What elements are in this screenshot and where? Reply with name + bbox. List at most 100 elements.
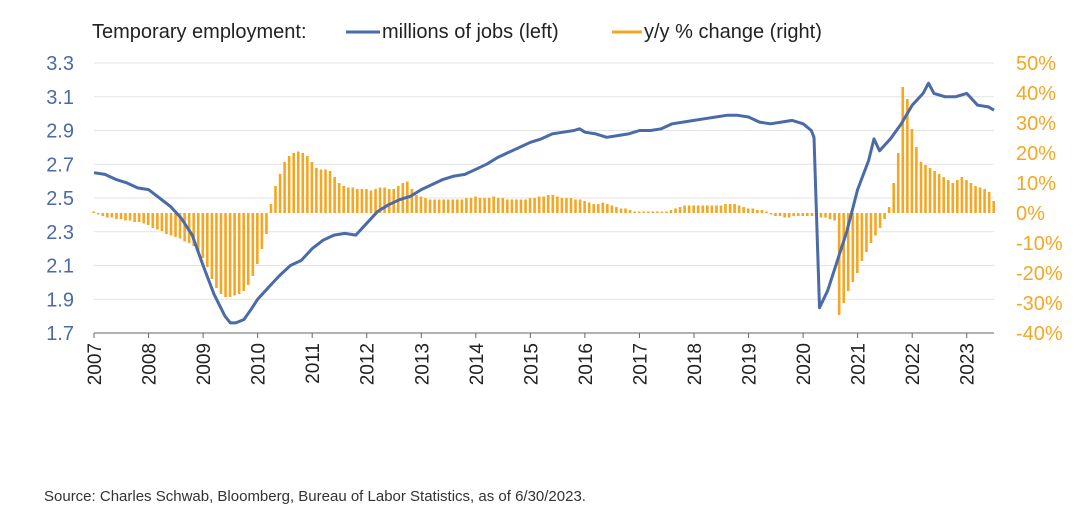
yoy-bar bbox=[774, 213, 777, 216]
yoy-bar bbox=[856, 213, 859, 273]
yoy-bar bbox=[492, 196, 495, 213]
yoy-bar bbox=[992, 201, 995, 213]
yoy-bar bbox=[528, 198, 532, 213]
yoy-bar bbox=[378, 187, 382, 213]
yoy-bar bbox=[533, 198, 536, 213]
yoy-bar bbox=[319, 169, 323, 213]
yoy-bar bbox=[342, 186, 345, 213]
x-tick-label: 2021 bbox=[849, 343, 870, 385]
yoy-bar bbox=[719, 205, 723, 213]
x-tick-label: 2010 bbox=[249, 343, 270, 385]
yoy-change-bars bbox=[92, 87, 995, 315]
yoy-bar bbox=[315, 168, 318, 213]
yoy-bar bbox=[574, 199, 577, 213]
yoy-bar bbox=[806, 213, 809, 216]
yoy-bar bbox=[524, 199, 527, 213]
yoy-bar bbox=[183, 213, 186, 242]
yoy-bar bbox=[624, 208, 627, 213]
yoy-bar bbox=[610, 205, 614, 213]
yoy-bar bbox=[351, 187, 355, 213]
yoy-bar bbox=[960, 177, 964, 213]
yoy-bar bbox=[569, 198, 573, 213]
right-tick-label: 10% bbox=[1016, 173, 1056, 195]
yoy-bar bbox=[937, 174, 941, 213]
right-tick-label: 20% bbox=[1016, 143, 1056, 165]
yoy-bar bbox=[678, 207, 682, 213]
yoy-bar bbox=[510, 199, 514, 213]
yoy-bar bbox=[419, 196, 423, 213]
left-tick-label: 3.1 bbox=[46, 87, 74, 109]
yoy-bar bbox=[956, 180, 959, 213]
yoy-bar bbox=[724, 204, 727, 213]
yoy-bar bbox=[346, 187, 350, 213]
yoy-bar bbox=[846, 213, 850, 291]
x-tick-label: 2015 bbox=[521, 343, 542, 385]
left-tick-label: 2.9 bbox=[46, 121, 74, 143]
legend-bar-label: y/y % change (right) bbox=[644, 21, 822, 43]
yoy-bar bbox=[124, 213, 127, 221]
yoy-bar bbox=[746, 208, 750, 213]
yoy-bar bbox=[410, 189, 414, 213]
yoy-bar bbox=[474, 196, 477, 213]
x-tick-label: 2009 bbox=[194, 343, 215, 385]
yoy-bar bbox=[442, 199, 446, 213]
yoy-bar bbox=[106, 213, 109, 218]
yoy-bar bbox=[246, 213, 250, 285]
yoy-bar bbox=[537, 196, 541, 213]
yoy-bar bbox=[192, 213, 195, 246]
yoy-bar bbox=[478, 198, 482, 213]
yoy-bar bbox=[487, 198, 491, 213]
yoy-bar bbox=[201, 213, 205, 258]
yoy-bar bbox=[901, 87, 905, 213]
yoy-bar bbox=[274, 186, 277, 213]
yoy-bar bbox=[974, 186, 977, 213]
yoy-bar bbox=[219, 213, 223, 294]
x-tick-label: 2013 bbox=[412, 343, 433, 385]
right-tick-label: -40% bbox=[1016, 323, 1063, 345]
right-tick-label: 40% bbox=[1016, 83, 1056, 105]
yoy-bar bbox=[924, 165, 927, 213]
yoy-bar bbox=[606, 204, 609, 213]
yoy-bar bbox=[919, 162, 923, 213]
yoy-bar bbox=[601, 202, 605, 213]
yoy-bar bbox=[460, 199, 464, 213]
yoy-bar bbox=[842, 213, 845, 303]
yoy-bar bbox=[96, 213, 100, 215]
yoy-bar bbox=[437, 199, 441, 213]
yoy-bar bbox=[769, 213, 773, 215]
yoy-bar bbox=[251, 213, 255, 276]
left-axis-ticks: 3.3 3.1 2.9 2.7 2.5 2.3 2.1 1.9 1.7 bbox=[46, 53, 74, 345]
x-tick-label: 2014 bbox=[467, 343, 488, 386]
yoy-bar bbox=[301, 153, 305, 213]
right-tick-label: -10% bbox=[1016, 233, 1063, 255]
yoy-bar bbox=[837, 213, 841, 315]
yoy-bar bbox=[178, 213, 182, 239]
yoy-bar bbox=[501, 198, 505, 213]
yoy-bar bbox=[210, 213, 214, 279]
yoy-bar bbox=[415, 195, 418, 213]
yoy-bar bbox=[642, 211, 645, 213]
yoy-bar bbox=[337, 183, 341, 213]
yoy-bar bbox=[665, 211, 668, 213]
yoy-bar bbox=[483, 198, 486, 213]
yoy-bar bbox=[115, 213, 118, 219]
yoy-bar bbox=[365, 189, 368, 213]
millions-of-jobs-line bbox=[93, 81, 995, 325]
yoy-bar bbox=[778, 213, 782, 216]
left-tick-label: 1.9 bbox=[46, 289, 74, 311]
yoy-bar bbox=[233, 213, 236, 296]
yoy-bar bbox=[387, 189, 391, 213]
yoy-bar bbox=[256, 213, 259, 264]
yoy-bar bbox=[592, 204, 596, 213]
yoy-bar bbox=[206, 213, 209, 267]
yoy-bar bbox=[296, 151, 300, 213]
right-tick-label: -20% bbox=[1016, 263, 1063, 285]
yoy-bar bbox=[260, 213, 264, 249]
yoy-bar bbox=[119, 213, 123, 219]
yoy-bar bbox=[683, 205, 686, 213]
yoy-bar bbox=[883, 213, 886, 219]
yoy-bar bbox=[742, 207, 746, 213]
yoy-bar bbox=[946, 180, 950, 213]
yoy-bar bbox=[292, 153, 296, 213]
x-axis-ticks: 2007 2008 2009 2010 2011 2012 2013 2014 2015 2016… bbox=[85, 333, 979, 385]
